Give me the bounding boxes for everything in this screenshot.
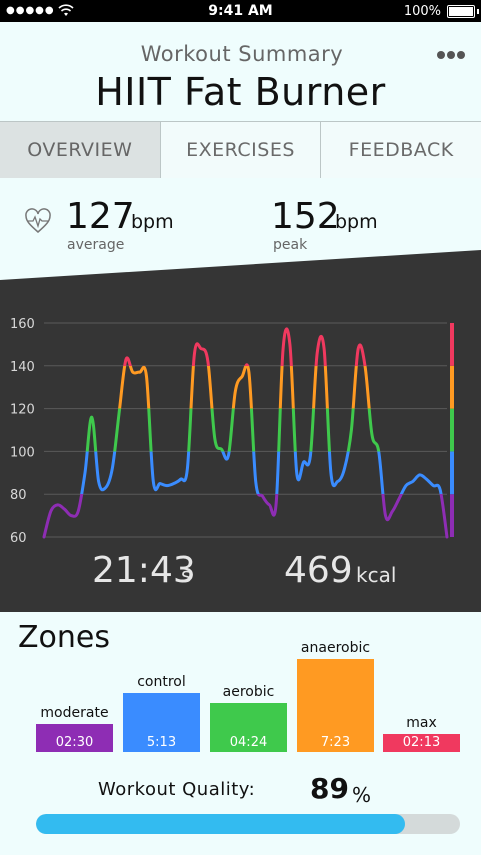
tab-feedback[interactable]: FEEDBACK	[348, 139, 454, 161]
zone-time: 7:23	[320, 735, 351, 750]
tab-exercises[interactable]: EXERCISES	[161, 122, 322, 178]
duration-unit: s	[181, 563, 191, 587]
y-tick-label: 160	[10, 317, 35, 332]
battery-percent: 100%	[403, 4, 441, 19]
zone-label: aerobic	[222, 684, 275, 700]
zone-strip-segment	[450, 323, 454, 366]
zone-strip-segment	[450, 494, 454, 537]
workout-quality-progress	[36, 814, 460, 834]
header: Workout Summary HIIT Fat Burner	[0, 22, 481, 122]
calories-value: 469	[284, 550, 353, 591]
duration-value: 21:43	[92, 550, 196, 591]
signal-icon: ●●●●●	[6, 5, 55, 16]
zone-label: control	[137, 674, 186, 690]
calories-unit: kcal	[356, 563, 396, 587]
y-tick-label: 140	[10, 360, 35, 375]
heart-rate-chart: 160 140 120 100 80 60 21:43 s 469 kcal	[0, 250, 481, 612]
y-tick-label: 80	[10, 488, 27, 503]
workout-quality-value: 89	[310, 772, 349, 805]
tab-overview[interactable]: OVERVIEW	[0, 122, 161, 178]
workout-quality-progress-fill	[36, 814, 405, 834]
battery-icon	[447, 5, 475, 18]
zone-bar-anaerobic: 7:23	[297, 659, 374, 752]
zone-bar-moderate: 02:30	[36, 724, 113, 752]
bpm-panel: 127 bpm average 152 bpm peak	[0, 178, 481, 288]
workout-quality-label: Workout Quality:	[98, 779, 256, 800]
heart-rate-line	[42, 327, 449, 539]
heart-rate-icon	[25, 208, 51, 233]
tab-bar: OVERVIEW EXERCISES FEEDBACK	[0, 121, 481, 179]
y-tick-label: 100	[10, 445, 35, 460]
page-subtitle: Workout Summary	[140, 42, 344, 66]
battery-tip	[477, 9, 479, 14]
y-tick-label: 60	[10, 531, 27, 546]
average-label: average	[67, 237, 125, 253]
peak-bpm-value: 152	[271, 196, 340, 237]
zone-time: 02:13	[402, 735, 441, 750]
zone-strip-segment	[450, 365, 454, 409]
wifi-icon	[58, 4, 74, 16]
zones-heading: Zones	[18, 620, 111, 655]
ellipsis-icon[interactable]	[435, 44, 465, 63]
peak-bpm-unit: bpm	[335, 211, 378, 233]
zones-panel: Zones 02:30 moderate 5:13 control 04:24 aerob…	[0, 612, 481, 855]
zone-label: anaerobic	[300, 640, 371, 656]
y-tick-label: 120	[10, 403, 35, 418]
zone-time: 02:30	[55, 735, 94, 750]
average-bpm-value: 127	[66, 196, 135, 237]
zone-label: moderate	[40, 705, 109, 721]
average-bpm-unit: bpm	[131, 211, 174, 233]
zone-bar-control: 5:13	[123, 693, 200, 752]
zone-label: max	[406, 715, 437, 731]
zone-time: 04:24	[229, 735, 268, 750]
status-time: 9:41 AM	[208, 3, 273, 19]
zone-bar-max: 02:13	[383, 734, 460, 752]
chart-background	[0, 250, 481, 612]
zone-strip-segment	[450, 451, 454, 495]
zone-bar-aerobic: 04:24	[210, 703, 287, 752]
page-title: HIIT Fat Burner	[95, 70, 386, 114]
zone-strip-segment	[450, 408, 454, 452]
workout-quality-unit: %	[352, 783, 372, 807]
zone-time: 5:13	[146, 735, 177, 750]
status-bar: ●●●●● 9:41 AM 100%	[0, 0, 481, 22]
peak-label: peak	[273, 237, 308, 253]
